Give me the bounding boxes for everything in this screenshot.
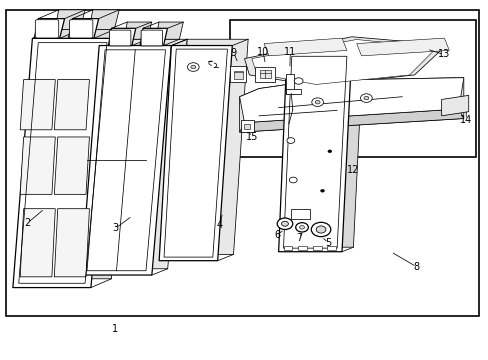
Circle shape: [295, 223, 308, 232]
Polygon shape: [140, 28, 167, 45]
Polygon shape: [239, 78, 463, 132]
Text: 4: 4: [217, 220, 223, 230]
Circle shape: [299, 226, 304, 229]
Polygon shape: [13, 39, 113, 288]
FancyBboxPatch shape: [241, 120, 253, 131]
Text: 9: 9: [230, 48, 236, 58]
Circle shape: [316, 226, 325, 233]
Polygon shape: [289, 48, 363, 247]
Text: 8: 8: [413, 262, 419, 272]
Text: 12: 12: [346, 165, 359, 175]
Polygon shape: [124, 22, 151, 39]
Polygon shape: [251, 40, 436, 85]
Circle shape: [360, 94, 371, 102]
FancyBboxPatch shape: [229, 66, 246, 82]
Circle shape: [289, 177, 297, 183]
Text: 10: 10: [256, 46, 268, 57]
Text: 15: 15: [245, 132, 258, 142]
Circle shape: [315, 100, 320, 104]
Bar: [229, 21, 475, 157]
Text: 13: 13: [437, 49, 449, 59]
Bar: [244, 124, 250, 130]
Circle shape: [277, 218, 292, 229]
Polygon shape: [264, 38, 346, 56]
Text: 1: 1: [112, 324, 118, 334]
Circle shape: [286, 138, 294, 143]
Bar: [312, 246, 321, 250]
Circle shape: [311, 98, 323, 107]
Polygon shape: [175, 39, 247, 255]
Polygon shape: [244, 37, 446, 86]
Text: 5: 5: [325, 238, 331, 248]
Polygon shape: [239, 109, 463, 132]
Circle shape: [187, 63, 199, 71]
Polygon shape: [20, 209, 55, 277]
Text: 3: 3: [112, 224, 118, 233]
Bar: [298, 246, 306, 250]
Circle shape: [294, 78, 303, 84]
Polygon shape: [20, 80, 55, 130]
Circle shape: [363, 96, 368, 100]
Polygon shape: [81, 45, 171, 275]
Text: 2: 2: [24, 218, 31, 228]
Polygon shape: [54, 137, 89, 194]
Text: 14: 14: [459, 115, 471, 125]
Text: 7: 7: [296, 233, 302, 243]
Bar: [233, 71, 242, 79]
FancyBboxPatch shape: [69, 20, 93, 38]
Polygon shape: [156, 22, 183, 39]
Bar: [285, 74, 293, 94]
Polygon shape: [278, 53, 351, 252]
FancyBboxPatch shape: [109, 30, 131, 46]
Circle shape: [190, 65, 195, 69]
Polygon shape: [68, 19, 99, 39]
FancyBboxPatch shape: [35, 20, 59, 38]
Polygon shape: [20, 137, 55, 194]
Text: 11: 11: [284, 46, 296, 57]
Polygon shape: [89, 10, 119, 30]
Polygon shape: [34, 19, 64, 39]
Polygon shape: [33, 30, 133, 279]
Circle shape: [311, 222, 330, 237]
Circle shape: [327, 150, 331, 153]
Bar: [290, 209, 310, 220]
Polygon shape: [54, 80, 89, 130]
Polygon shape: [54, 209, 89, 277]
Circle shape: [281, 221, 288, 226]
Polygon shape: [239, 78, 463, 123]
Bar: [327, 246, 335, 250]
FancyBboxPatch shape: [141, 30, 162, 46]
Polygon shape: [441, 95, 468, 116]
Polygon shape: [108, 28, 136, 45]
Bar: [5, 10, 478, 316]
Polygon shape: [55, 10, 85, 30]
Bar: [260, 70, 270, 78]
Bar: [283, 246, 292, 250]
Polygon shape: [97, 39, 187, 269]
Bar: [285, 89, 300, 94]
Circle shape: [320, 189, 324, 192]
Polygon shape: [356, 38, 448, 56]
Polygon shape: [159, 45, 232, 261]
FancyBboxPatch shape: [255, 67, 274, 82]
Text: 6: 6: [274, 230, 280, 239]
